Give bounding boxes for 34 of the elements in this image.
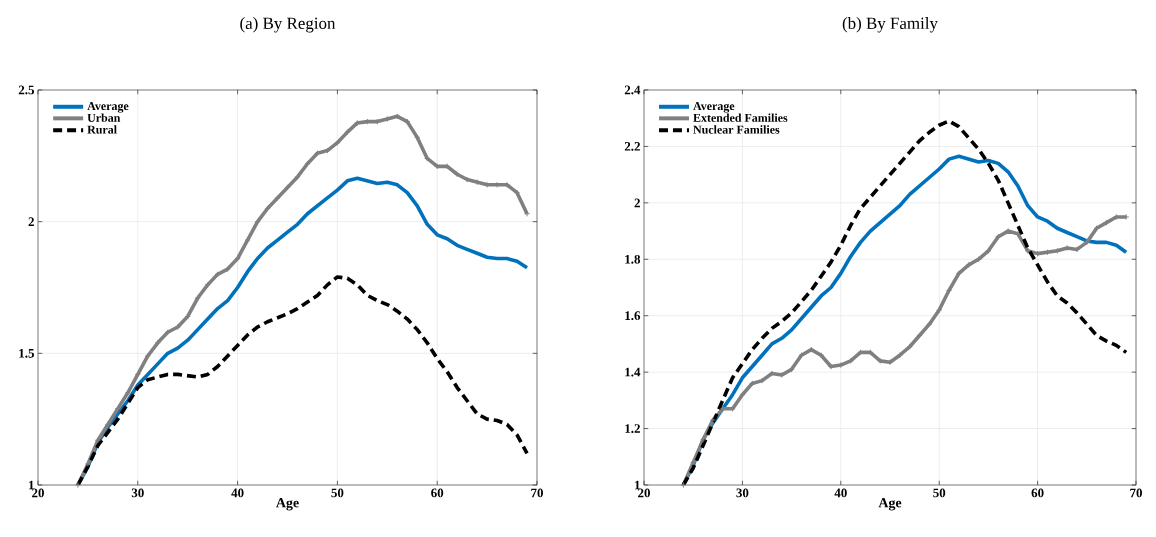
y-tick-label: 1.8 xyxy=(625,254,641,264)
x-tick-label: 20 xyxy=(638,488,650,498)
legend-label: Average xyxy=(87,102,129,113)
x-tick-label: 70 xyxy=(1130,488,1142,498)
y-tick-label: 1 xyxy=(29,480,34,490)
legend-label: Urban xyxy=(87,113,121,122)
x-tick-label: 20 xyxy=(32,488,44,498)
y-tick-label: 1 xyxy=(635,480,640,490)
x-tick-label: 40 xyxy=(231,488,244,498)
x-tick-label: 30 xyxy=(131,488,144,498)
legend-label: Average xyxy=(693,102,735,113)
y-tick-label: 2 xyxy=(634,198,640,208)
y-tick-label: 1.2 xyxy=(625,424,640,433)
y-tick-label: 2.5 xyxy=(18,85,35,95)
x-tick-label: 30 xyxy=(736,488,749,498)
legend-label: Extended Families xyxy=(693,113,788,122)
legend-label: Nuclear Families xyxy=(693,125,780,134)
x-tick-label: 60 xyxy=(1031,488,1044,498)
x-tick-label: 40 xyxy=(834,488,847,498)
x-tick-label: 60 xyxy=(431,488,444,498)
chart-title: (b) By Family xyxy=(842,17,938,33)
x-tick-label: 50 xyxy=(933,488,946,498)
x-tick-label: 70 xyxy=(531,488,543,498)
y-tick-label: 2.2 xyxy=(624,142,640,151)
y-tick-label: 1.4 xyxy=(625,367,641,377)
x-tick-label: 50 xyxy=(331,488,344,498)
legend-label: Rural xyxy=(87,125,117,134)
x-axis-title: Age xyxy=(878,498,902,511)
y-tick-label: 1.5 xyxy=(19,348,35,358)
y-tick-label: 2.4 xyxy=(624,85,641,95)
x-axis-title: Age xyxy=(276,498,299,511)
y-tick-label: 2 xyxy=(28,217,34,226)
chart-title: (a) By Region xyxy=(240,17,336,33)
y-tick-label: 1.6 xyxy=(625,311,641,321)
